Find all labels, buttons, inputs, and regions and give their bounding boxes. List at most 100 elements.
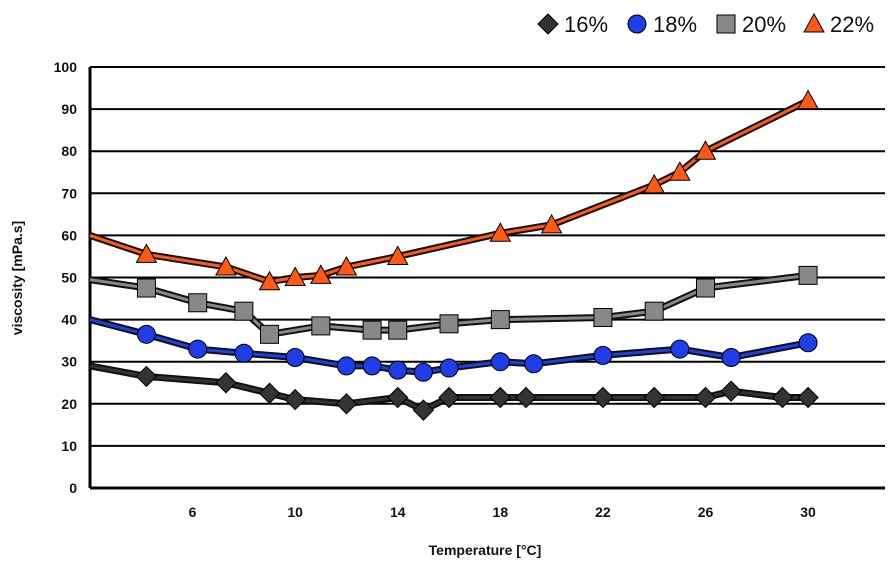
- x-tick-label: 26: [698, 504, 714, 520]
- legend-item: 22%: [803, 12, 874, 37]
- data-point: [695, 278, 715, 298]
- data-point: [797, 89, 819, 110]
- data-point: [260, 324, 280, 344]
- x-axis-title: Temperature [°C]: [429, 542, 542, 558]
- data-point: [412, 399, 435, 421]
- series-line-outline: [88, 97, 810, 286]
- data-point: [720, 380, 742, 402]
- data-point: [593, 345, 613, 365]
- data-point: [234, 301, 254, 321]
- legend-triangle-icon: [803, 12, 825, 33]
- data-point: [643, 386, 665, 409]
- series-triangle: [88, 89, 819, 291]
- y-axis-title: viscosity [mPa.s]: [9, 221, 25, 335]
- data-point: [309, 264, 332, 284]
- legend-label: 22%: [830, 12, 874, 37]
- data-point: [188, 293, 208, 313]
- series-line: [89, 318, 809, 374]
- y-tick-label: 60: [61, 227, 77, 243]
- data-point: [335, 393, 358, 415]
- data-point: [489, 222, 512, 242]
- data-point: [387, 386, 409, 409]
- y-tick-label: 90: [61, 101, 77, 117]
- data-point: [771, 386, 794, 409]
- data-point: [386, 245, 409, 265]
- y-tick-label: 80: [61, 143, 77, 159]
- data-point: [284, 266, 307, 286]
- legend-label: 16%: [564, 12, 608, 37]
- x-tick-label: 30: [800, 504, 816, 520]
- x-tick-labels: 6 10 14 18 22 26 30: [189, 504, 816, 520]
- data-point: [234, 343, 254, 363]
- data-point: [136, 324, 156, 344]
- data-point: [490, 352, 510, 372]
- data-point: [335, 255, 358, 276]
- data-point: [284, 388, 306, 411]
- legend-square-icon: [716, 14, 736, 34]
- data-point: [592, 386, 614, 409]
- series-square: [89, 265, 818, 344]
- y-tick-label: 0: [69, 480, 77, 496]
- data-point: [798, 265, 818, 285]
- x-tick-label: 22: [595, 504, 611, 520]
- data-point: [798, 333, 818, 353]
- data-point: [258, 382, 281, 404]
- data-point: [311, 316, 331, 336]
- data-point: [439, 314, 459, 334]
- y-tick-label: 50: [61, 270, 77, 286]
- data-point: [515, 386, 537, 409]
- data-point: [643, 173, 666, 194]
- x-tick-label: 10: [287, 504, 303, 520]
- data-point: [336, 356, 356, 376]
- data-point: [694, 386, 717, 409]
- legend-diamond-icon: [537, 13, 559, 35]
- legend-item: 16%: [537, 12, 608, 37]
- legend-circle-icon: [627, 14, 647, 34]
- data-point: [721, 347, 741, 367]
- legend-item: 18%: [627, 12, 697, 37]
- series-circle: [89, 316, 818, 382]
- x-tick-label: 14: [390, 504, 406, 520]
- data-point: [258, 270, 281, 291]
- series-diamond: [89, 362, 819, 421]
- y-tick-label: 70: [61, 185, 77, 201]
- data-point: [593, 307, 613, 327]
- data-point: [388, 320, 408, 340]
- data-point: [670, 339, 690, 359]
- data-point: [215, 372, 237, 394]
- data-point: [540, 213, 563, 234]
- legend-item: 20%: [716, 12, 786, 37]
- data-point: [136, 278, 156, 298]
- data-point: [644, 301, 664, 321]
- data-point: [135, 365, 158, 388]
- data-point: [797, 386, 819, 409]
- legend-label: 20%: [742, 12, 786, 37]
- x-tick-label: 18: [493, 504, 509, 520]
- data-point: [285, 347, 305, 367]
- axes: [88, 67, 885, 490]
- y-tick-labels: 0 10 20 30 40 50 60 70 80 90 100: [54, 59, 78, 496]
- y-tick-label: 100: [54, 59, 78, 75]
- data-point: [524, 354, 544, 374]
- y-tick-label: 30: [61, 354, 77, 370]
- data-point: [362, 356, 382, 376]
- y-tick-label: 20: [61, 396, 77, 412]
- data-point: [188, 339, 208, 359]
- data-point: [215, 255, 237, 276]
- data-point: [438, 386, 460, 409]
- y-tick-label: 10: [61, 438, 77, 454]
- series-line: [89, 99, 809, 284]
- series: [88, 89, 819, 421]
- data-point: [362, 320, 382, 340]
- data-point: [135, 243, 158, 263]
- data-point: [388, 360, 408, 380]
- data-point: [489, 386, 512, 409]
- data-point: [439, 358, 459, 378]
- data-point: [490, 310, 510, 330]
- legend: 16% 18% 20% 22%: [537, 12, 874, 37]
- data-point: [668, 161, 691, 181]
- legend-label: 18%: [653, 12, 697, 37]
- data-point: [694, 140, 717, 160]
- x-tick-label: 6: [189, 504, 197, 520]
